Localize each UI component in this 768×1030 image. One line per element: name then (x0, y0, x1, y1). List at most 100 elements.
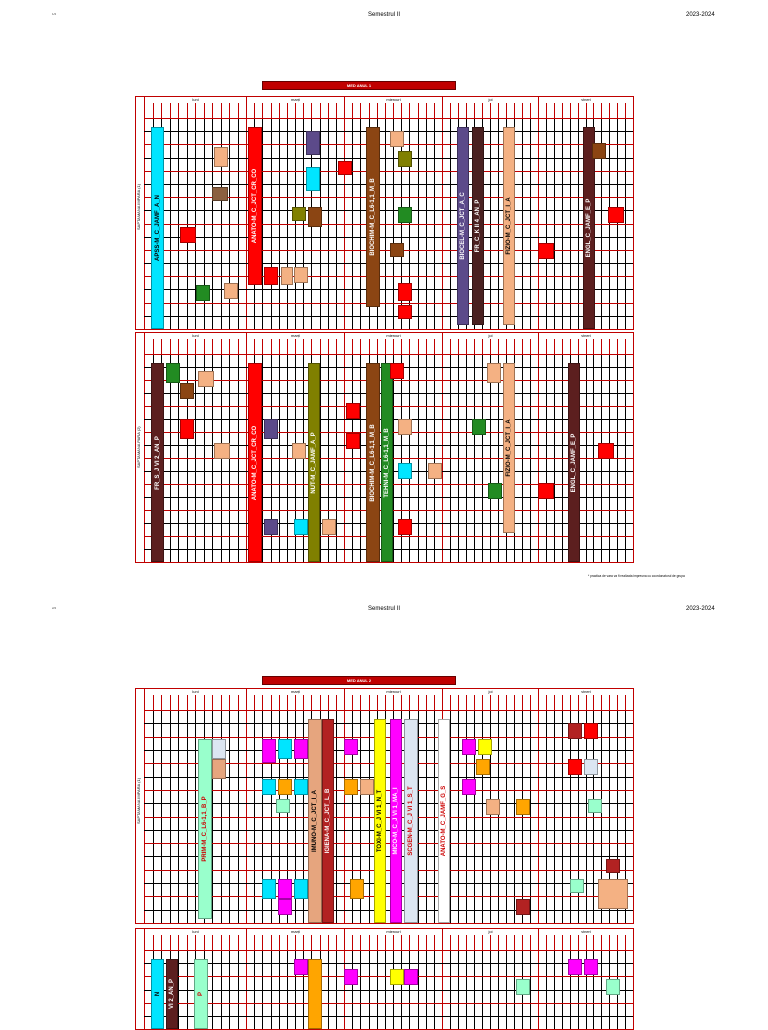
lab-block (212, 759, 226, 779)
hour-header-cell (498, 103, 506, 118)
hour-header-cell (352, 103, 360, 118)
hour-header-cell (152, 103, 162, 118)
course-bar: FR_C_K II 4_AN_P (472, 127, 484, 325)
day-label-2: miercuri (344, 689, 442, 695)
hour-header-cell (152, 339, 162, 354)
course-bar-label: N (154, 991, 161, 997)
hour-header-cell (262, 695, 270, 710)
hour-header-cell (303, 935, 311, 950)
grid-hline (144, 950, 633, 951)
lab-block (398, 419, 412, 435)
hour-header-cell (474, 339, 482, 354)
course-bar: VI 2_AN_P (166, 959, 178, 1029)
grid-hline (144, 315, 633, 317)
hour-header-cell (530, 695, 538, 710)
day-label-1: marți (246, 929, 344, 935)
hour-header-cell (585, 935, 594, 950)
lab-block (398, 151, 412, 167)
hour-header-cell (561, 339, 570, 354)
hour-header-cell (490, 339, 498, 354)
hour-header-cell (384, 695, 393, 710)
hour-header-cell (360, 339, 368, 354)
grid-hline (144, 1002, 633, 1004)
grid-hline (144, 276, 633, 278)
hour-header-cell (609, 695, 617, 710)
hour-header-cell (254, 695, 262, 710)
grid-hline (144, 302, 633, 304)
hour-header-cell (466, 103, 474, 118)
lab-block (276, 799, 290, 813)
day-label-0: luni (144, 689, 246, 695)
hour-header-cell (417, 695, 426, 710)
hour-header-cell (344, 695, 352, 710)
hour-header-cell (474, 103, 482, 118)
hour-header-cell (270, 935, 279, 950)
hour-header-cell (186, 339, 196, 354)
hour-header-cell (237, 935, 247, 950)
hour-header-cell (417, 935, 426, 950)
hour-header-cell (303, 103, 311, 118)
hour-header-cell (433, 103, 442, 118)
lab-block (306, 131, 320, 155)
hour-header-cell (278, 103, 287, 118)
lab-block (308, 207, 322, 227)
course-bar-label: FR_C_K II 4_AN_P (475, 199, 481, 253)
hour-header-cell (450, 935, 458, 950)
hour-header-cell (433, 339, 442, 354)
hour-header-cell (625, 935, 633, 950)
hour-header-cell (368, 103, 377, 118)
hour-header-cell (393, 695, 401, 710)
lab-block (592, 143, 606, 159)
lab-block (278, 899, 292, 915)
day-label-0: luni (144, 929, 246, 935)
lab-block (516, 799, 530, 815)
hour-header-cell (220, 935, 230, 950)
hour-header-cell (384, 935, 393, 950)
hour-header-cell (601, 339, 609, 354)
lab-block (278, 879, 292, 899)
hour-header-cell (482, 935, 490, 950)
hour-header-cell (254, 339, 262, 354)
day-label-1: marți (246, 333, 344, 339)
hour-header-cell (368, 935, 377, 950)
hour-header-cell (530, 339, 538, 354)
hour-header-cell (393, 103, 401, 118)
hour-header-cell (577, 935, 586, 950)
hour-header-cell (498, 935, 506, 950)
course-bar-label: ANATO-M_C_JAMF_G_S (441, 785, 447, 857)
hour-header-cell (254, 935, 262, 950)
hour-header-cell (186, 695, 196, 710)
lab-block (568, 959, 582, 975)
hour-header-cell (545, 695, 554, 710)
grid-hline (144, 843, 633, 845)
lab-block (294, 739, 308, 759)
hour-header-cell (625, 695, 633, 710)
grid-hline (144, 976, 633, 978)
course-bar: ENGL_C_JAMF_E_P (583, 127, 595, 329)
page2-banner: MED ANUL 2 (262, 676, 456, 685)
hour-header-cell (295, 695, 303, 710)
lab-block (608, 207, 624, 223)
grid-hline (144, 856, 633, 858)
hour-header-cell (335, 695, 344, 710)
course-bar: ANATO-M_C_JCT_CR_CO (248, 363, 262, 562)
lab-block (398, 463, 412, 479)
hour-header-cell (553, 695, 562, 710)
hour-header-cell (144, 339, 153, 354)
day-label-3: joi (442, 97, 538, 103)
hour-header-cell (569, 695, 578, 710)
hour-header-cell (161, 695, 170, 710)
lab-block (346, 433, 360, 449)
grid-hline (144, 989, 633, 991)
hour-header-cell (352, 695, 360, 710)
hour-header-cell (522, 695, 530, 710)
course-bar-label: FR_S_J VI 2_AN_P (154, 435, 161, 490)
hour-header-cell (360, 935, 368, 950)
hour-header-cell (144, 103, 153, 118)
hour-header-cell (161, 935, 170, 950)
course-bar: ANATO-M_C_JAMF_G_S (438, 719, 450, 923)
hour-header-cell (450, 339, 458, 354)
hour-header-cell (625, 103, 633, 118)
hour-header-cell (212, 935, 221, 950)
hour-header-cell (327, 339, 336, 354)
